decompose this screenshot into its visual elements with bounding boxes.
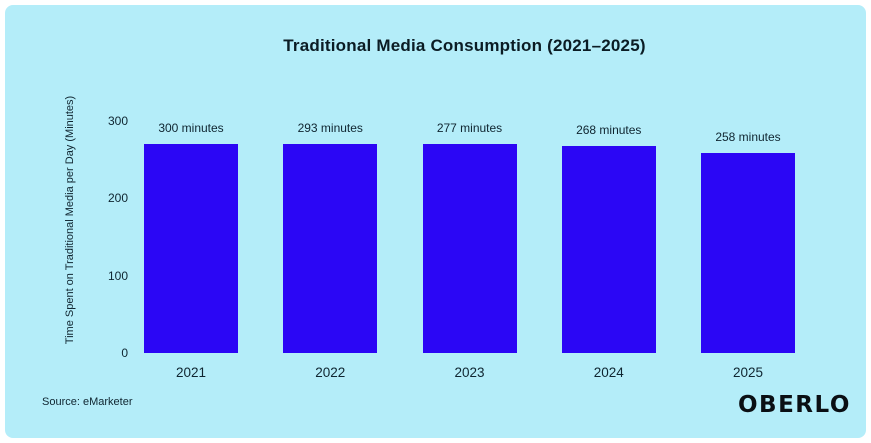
bar-2024: [561, 145, 656, 353]
bar-group-2023: 277 minutes 2023: [422, 121, 517, 380]
bar-group-2021: 300 minutes 2021: [144, 121, 238, 380]
x-axis-label-2023: 2023: [454, 365, 485, 380]
x-axis-label-2025: 2025: [732, 365, 764, 380]
bar-value-label-2024: 268 minutes: [576, 122, 642, 137]
source-note: Source: eMarketer: [42, 396, 133, 408]
bar-group-2024: 268 minutes 2024: [561, 121, 656, 380]
bar-2021: [144, 144, 238, 353]
x-axis-label-2022: 2022: [315, 365, 346, 380]
y-axis-ticks: 0 100 200 300: [70, 115, 128, 359]
oberlo-logo: OBERLO: [738, 392, 851, 418]
bar-value-label-2022: 293 minutes: [297, 121, 363, 135]
x-axis-label-2021: 2021: [175, 365, 207, 380]
bar-value-label-2025: 258 minutes: [715, 130, 781, 145]
bar-2023: [422, 144, 517, 353]
y-tick-label-100: 100: [107, 268, 128, 283]
bar-2025: [701, 153, 795, 353]
y-tick-label-0: 0: [121, 346, 128, 360]
bar-group-2022: 293 minutes 2022: [283, 121, 378, 380]
y-tick-label-300: 300: [107, 114, 128, 128]
chart-title: Traditional Media Consumption (2021–2025…: [283, 36, 646, 55]
x-axis-label-2024: 2024: [593, 365, 624, 380]
plot-area: 300 minutes 2021 293 minutes 2022 277 minute…: [144, 121, 795, 380]
bar-group-2025: 258 minutes 2025: [701, 121, 795, 380]
bar-2022: [283, 144, 378, 353]
y-tick-label-200: 200: [107, 191, 128, 206]
bar-value-label-2021: 300 minutes: [158, 121, 224, 135]
bar-value-label-2023: 277 minutes: [436, 121, 503, 135]
